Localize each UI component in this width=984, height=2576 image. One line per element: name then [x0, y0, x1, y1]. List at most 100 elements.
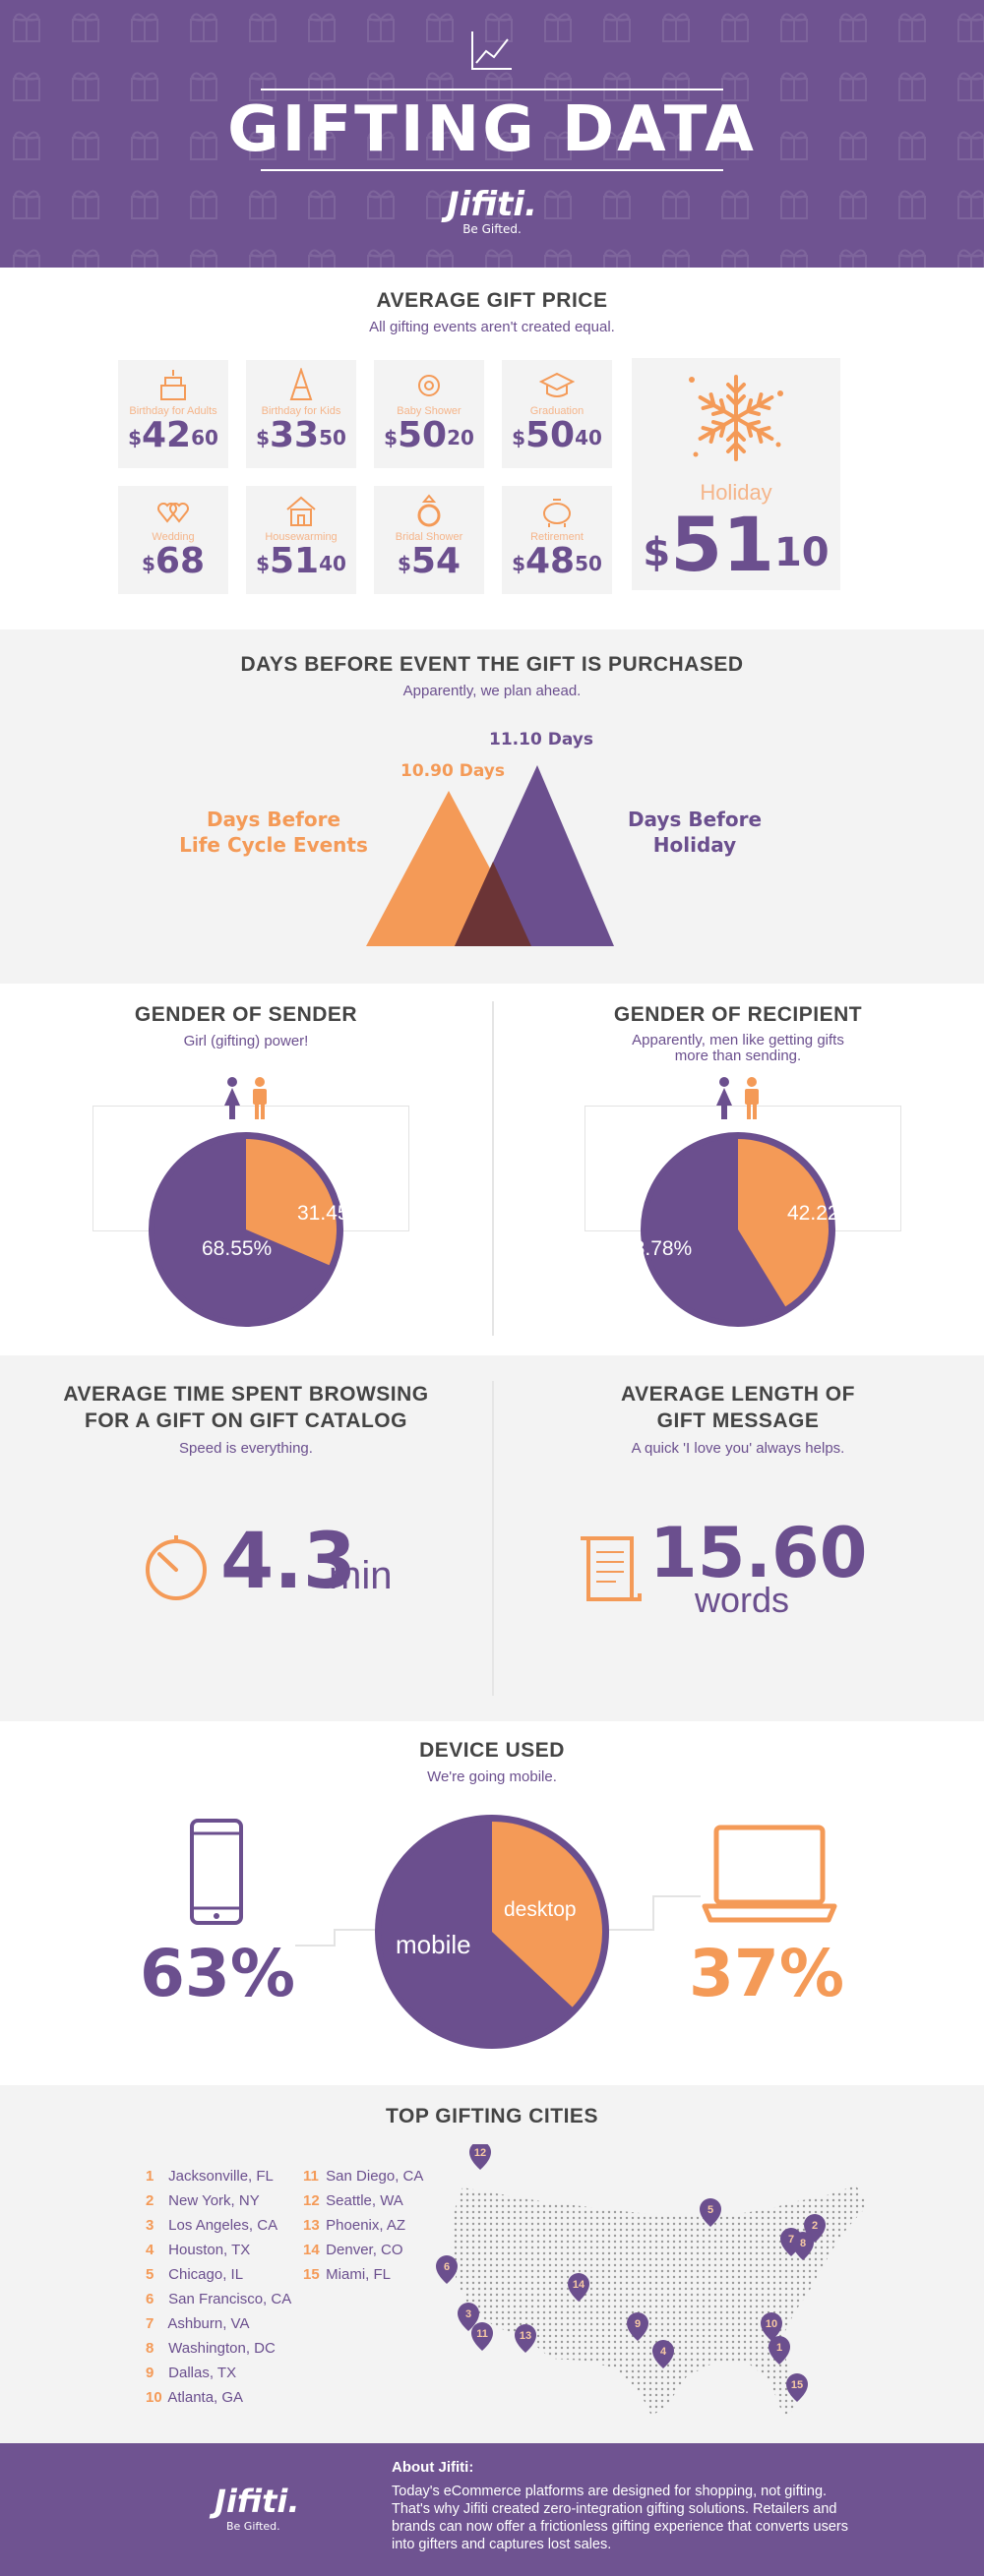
device-connectors — [295, 1895, 701, 1947]
hearts-icon — [157, 503, 189, 523]
holiday-label: Days Before Holiday — [627, 808, 763, 857]
days-triangle-chart — [366, 765, 614, 946]
svg-text:1: 1 — [776, 2342, 782, 2354]
gender-sender-pie — [149, 1132, 343, 1327]
tile-price: $5020 — [384, 415, 474, 455]
gender-recipient-column: GENDER OF RECIPIENT Apparently, men like… — [492, 984, 984, 1355]
section-title: GENDER OF SENDER — [134, 1003, 358, 1026]
map-pin: 1 — [769, 2336, 790, 2365]
party-hat-icon — [289, 368, 313, 400]
gift-pattern-background — [0, 0, 984, 268]
svg-text:4: 4 — [660, 2346, 667, 2358]
column-divider — [492, 1381, 494, 1696]
browsing-time-unit: min — [329, 1554, 393, 1597]
city-item: 4 Houston, TX — [146, 2242, 251, 2258]
browsing-time-value: 4.3 — [220, 1518, 357, 1606]
svg-text:13: 13 — [520, 2330, 531, 2342]
female-icon — [716, 1077, 732, 1119]
map-pin: 9 — [627, 2312, 648, 2341]
section-title: AVERAGE TIME SPENT BROWSING FOR A GIFT O… — [63, 1383, 429, 1432]
message-length-column: AVERAGE LENGTH OF GIFT MESSAGE A quick '… — [492, 1355, 984, 1721]
device-pie — [375, 1815, 609, 2049]
map-pin: 12 — [469, 2144, 491, 2170]
city-item: 9 Dallas, TX — [146, 2365, 237, 2381]
map-pin: 13 — [515, 2324, 536, 2353]
days-before-section: DAYS BEFORE EVENT THE GIFT IS PURCHASED … — [0, 629, 984, 984]
time-message-section: AVERAGE TIME SPENT BROWSING FOR A GIFT O… — [0, 1355, 984, 1721]
message-length-unit: words — [695, 1580, 790, 1620]
device-used-section: DEVICE USED We're going mobile. mobile d… — [0, 1721, 984, 2085]
map-pin: 14 — [568, 2273, 589, 2302]
city-item: 13 Phoenix, AZ — [303, 2217, 406, 2234]
tile-price: $5040 — [512, 415, 602, 455]
map-pin: 3 — [458, 2303, 479, 2331]
footer: Jifiti. Be Gifted. About Jifiti: Today's… — [0, 2443, 984, 2576]
average-gift-price-section: AVERAGE GIFT PRICE All gifting events ar… — [0, 268, 984, 629]
female-icon — [224, 1077, 240, 1119]
section-title: GENDER OF RECIPIENT — [613, 1003, 863, 1026]
tile-price: $5140 — [256, 541, 346, 581]
svg-text:10: 10 — [766, 2318, 777, 2330]
smartphone-icon — [190, 1819, 243, 1925]
tile-label: Retirement — [530, 531, 584, 543]
map-pin: 6 — [436, 2255, 458, 2284]
svg-text:7: 7 — [788, 2234, 794, 2246]
price-tile: Housewarming $5140 — [246, 486, 356, 594]
section-subtitle: Apparently, we plan ahead. — [402, 683, 582, 699]
price-tile: Graduation $5040 — [502, 360, 612, 468]
holiday-days-value: 11.10 Days — [489, 730, 593, 749]
column-divider — [492, 1001, 494, 1336]
svg-text:2: 2 — [812, 2220, 818, 2232]
about-title: About Jifiti: — [392, 2459, 474, 2476]
message-length-value: 15.60 — [649, 1513, 868, 1593]
life-cycle-days-value: 10.90 Days — [400, 761, 505, 781]
page-title: GIFTING DATA — [227, 93, 757, 166]
svg-text:15: 15 — [791, 2379, 803, 2391]
city-item: 3 Los Angeles, CA — [146, 2217, 278, 2234]
ring-icon — [417, 494, 441, 527]
tile-label: Bridal Shower — [395, 531, 463, 543]
price-tile: Birthday for Adults $4260 — [118, 360, 228, 468]
city-item: 14 Denver, CO — [303, 2242, 403, 2258]
map-pin: 4 — [652, 2340, 674, 2368]
svg-text:11: 11 — [476, 2328, 488, 2340]
svg-text:3: 3 — [465, 2308, 471, 2320]
tile-price: $4260 — [128, 415, 218, 455]
male-icon — [745, 1077, 759, 1119]
svg-text:5: 5 — [707, 2204, 713, 2216]
section-subtitle: Speed is everything. — [179, 1440, 313, 1457]
pie-slice — [738, 1139, 829, 1307]
city-item: 2 New York, NY — [146, 2192, 260, 2209]
section-subtitle: Apparently, men like getting gifts more … — [632, 1032, 844, 1064]
city-item: 1 Jacksonville, FL — [146, 2168, 274, 2185]
tile-label: Graduation — [529, 405, 584, 417]
gender-section: GENDER OF SENDER Girl (gifting) power! 3… — [0, 984, 984, 1355]
price-tile: Baby Shower $5020 — [374, 360, 484, 468]
female-pct-label: 68.55% — [202, 1237, 273, 1260]
gender-recipient-pie — [641, 1132, 835, 1327]
tile-price: $54 — [397, 541, 461, 581]
price-tile-holiday: Holiday $5110 — [632, 358, 840, 590]
section-subtitle: We're going mobile. — [427, 1768, 557, 1785]
tile-price: $4850 — [512, 541, 602, 581]
tile-price: $3350 — [256, 415, 346, 455]
trend-chart-icon — [471, 31, 512, 70]
piggy-bank-icon — [543, 499, 571, 527]
pie-slice — [246, 1139, 337, 1266]
snowflake-icon — [689, 375, 783, 461]
tile-label: Birthday for Adults — [129, 405, 217, 417]
graduation-cap-icon — [539, 372, 575, 397]
header-banner: GIFTING DATA Jifiti. Be Gifted. — [0, 0, 984, 268]
section-title: AVERAGE LENGTH OF GIFT MESSAGE — [621, 1383, 855, 1432]
price-tile: Wedding $68 — [118, 486, 228, 594]
title-rule-bottom — [261, 169, 723, 171]
city-item: 12 Seattle, WA — [303, 2192, 403, 2209]
svg-text:8: 8 — [800, 2238, 806, 2249]
laptop-icon — [702, 1825, 837, 1923]
desktop-percentage: 37% — [689, 1936, 844, 2011]
logo-tagline: Be Gifted. — [462, 222, 522, 236]
section-subtitle: A quick 'I love you' always helps. — [631, 1440, 845, 1457]
price-tile: Birthday for Kids $3350 — [246, 360, 356, 468]
